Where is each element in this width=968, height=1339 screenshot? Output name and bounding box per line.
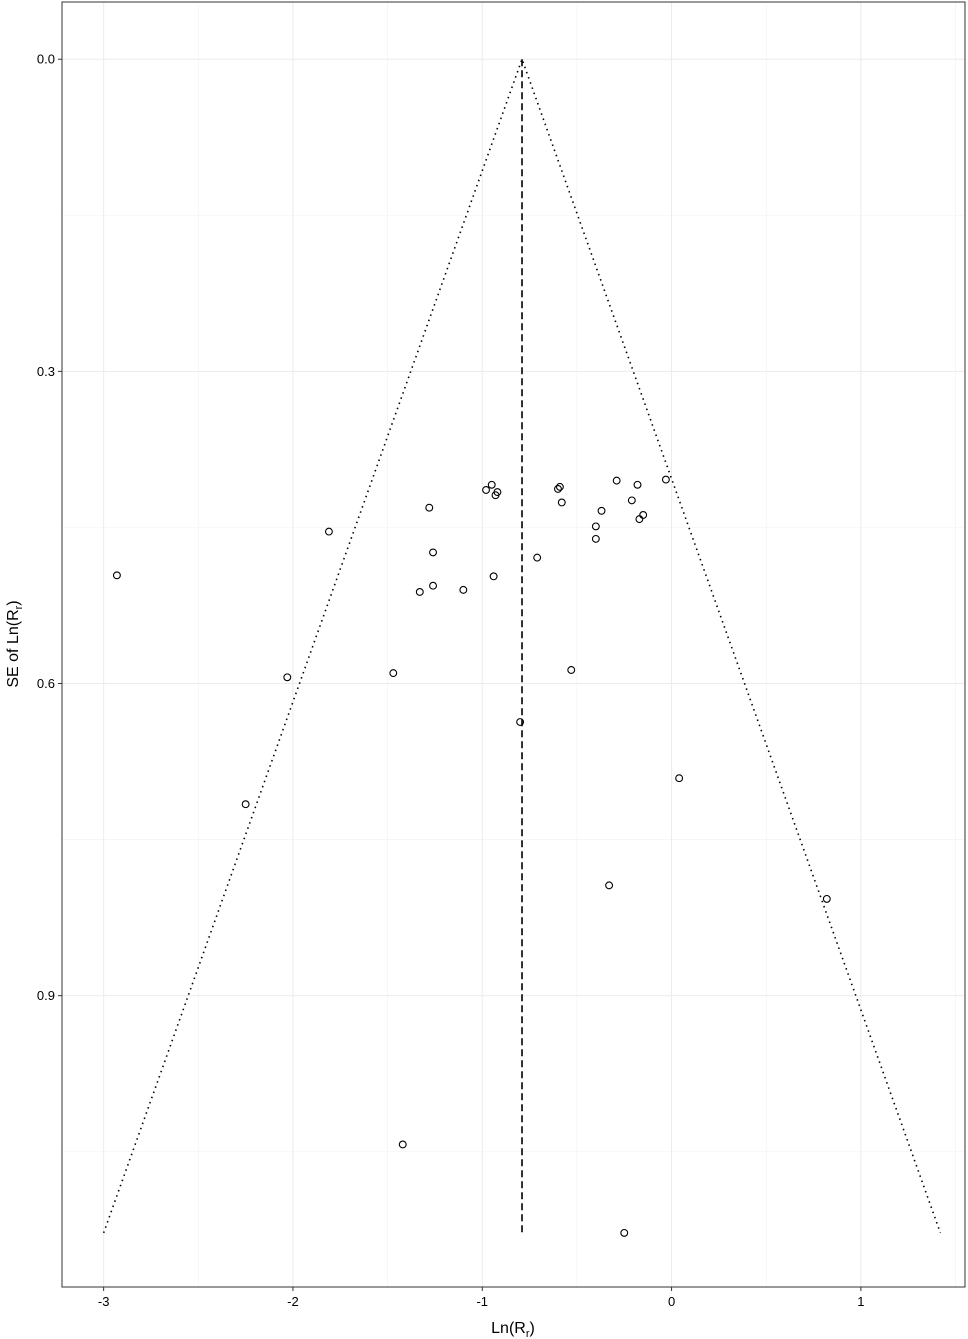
y-axis-title-close: ): [5, 600, 22, 605]
x-axis-title: Ln(Rr): [491, 1320, 535, 1339]
study-point: [429, 548, 437, 557]
study-point: [635, 515, 644, 524]
study-point: [398, 1140, 407, 1149]
x-tick-label: 1: [857, 1294, 864, 1309]
study-point: [489, 572, 498, 581]
x-tick-label: 0: [668, 1294, 675, 1309]
study-point: [493, 488, 502, 497]
y-tick-label: 0.6: [37, 676, 55, 691]
study-point: [283, 673, 292, 682]
study-point: [554, 484, 562, 493]
y-axis-title: SE of Ln(Rr): [5, 600, 25, 687]
study-point: [429, 581, 437, 590]
study-point: [487, 480, 496, 489]
x-tick-label: -3: [98, 1294, 110, 1309]
grid-layer: [62, 2, 965, 1287]
y-axis-title-main: SE of Ln(R: [5, 609, 22, 687]
study-point: [516, 718, 525, 726]
study-point: [591, 534, 600, 543]
study-point: [557, 498, 566, 507]
study-point: [627, 496, 636, 505]
study-point: [415, 588, 424, 596]
study-point: [482, 486, 491, 494]
study-point: [620, 1228, 629, 1237]
study-point: [241, 800, 250, 809]
study-point: [675, 774, 684, 783]
x-tick-label: -1: [476, 1294, 488, 1309]
funnel-layer: [102, 56, 942, 1234]
x-axis-title-subscript: r: [526, 1328, 530, 1339]
points-layer: [112, 475, 831, 1237]
ticks-layer: -3 -2 -1 0 1 0.0 0.3 0.6 0.9: [37, 52, 865, 1309]
y-tick-label: 0.0: [37, 52, 55, 67]
x-axis-title-main: Ln(R: [491, 1320, 526, 1337]
study-point: [633, 480, 642, 489]
plot-panel-frame: [61, 1, 966, 1288]
study-point: [533, 553, 542, 562]
study-point: [389, 669, 398, 678]
study-point: [112, 571, 121, 580]
study-point: [612, 476, 621, 485]
study-point: [822, 894, 831, 903]
x-axis-title-close: ): [530, 1320, 535, 1337]
y-tick-label: 0.9: [37, 988, 55, 1003]
y-tick-label: 0.3: [37, 364, 55, 379]
study-point: [459, 585, 468, 594]
study-point: [567, 666, 576, 674]
study-point: [639, 511, 648, 519]
study-point: [591, 522, 600, 531]
y-axis-title-subscript: r: [13, 605, 25, 609]
study-point: [425, 503, 434, 512]
x-tick-label: -2: [287, 1294, 299, 1309]
study-point: [324, 527, 333, 536]
study-point: [597, 506, 606, 515]
study-point: [605, 881, 614, 890]
study-point: [555, 482, 564, 491]
study-point: [661, 475, 670, 484]
